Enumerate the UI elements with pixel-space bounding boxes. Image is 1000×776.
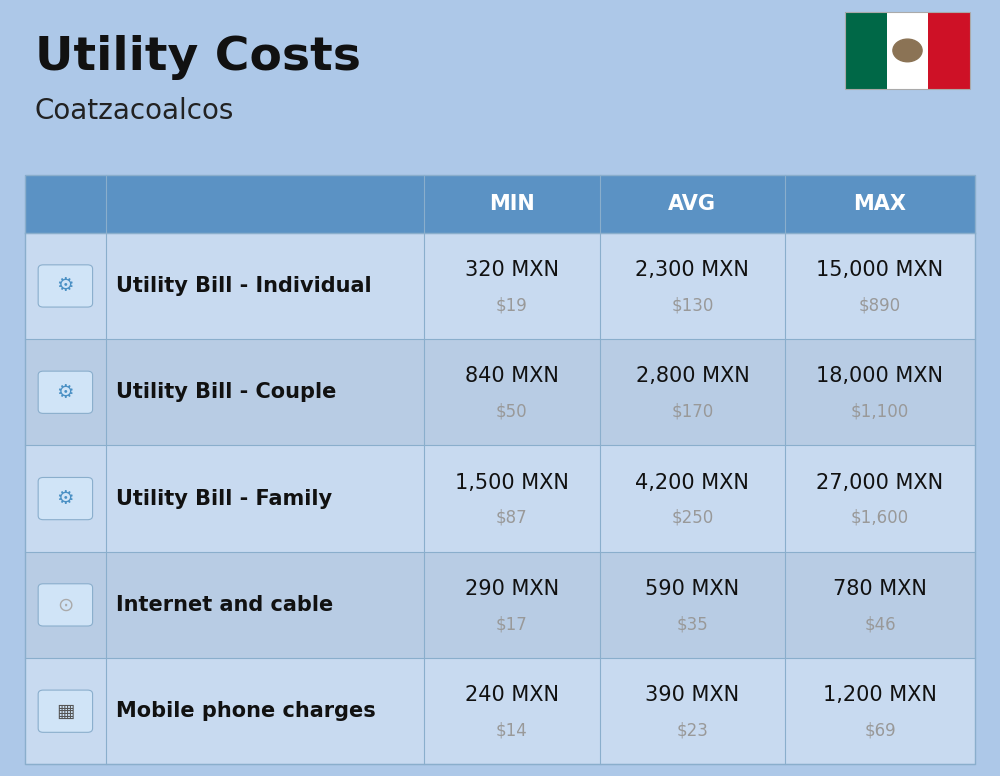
Text: 1,500 MXN: 1,500 MXN <box>455 473 569 493</box>
Bar <box>25 175 975 233</box>
Bar <box>25 658 975 764</box>
Text: $170: $170 <box>671 403 714 421</box>
Text: MAX: MAX <box>854 194 906 213</box>
FancyBboxPatch shape <box>38 584 93 626</box>
Text: 590 MXN: 590 MXN <box>645 579 739 599</box>
FancyBboxPatch shape <box>38 371 93 414</box>
Text: 18,000 MXN: 18,000 MXN <box>816 366 944 386</box>
Text: ⚙: ⚙ <box>57 383 74 402</box>
Text: Utility Bill - Individual: Utility Bill - Individual <box>116 276 371 296</box>
Circle shape <box>893 39 922 62</box>
Text: $250: $250 <box>671 509 714 527</box>
Text: ⊙: ⊙ <box>57 595 74 615</box>
Text: $14: $14 <box>496 722 528 740</box>
Text: 780 MXN: 780 MXN <box>833 579 927 599</box>
Text: $130: $130 <box>671 296 714 314</box>
Text: 2,300 MXN: 2,300 MXN <box>635 260 749 280</box>
Bar <box>928 12 970 89</box>
Text: Mobile phone charges: Mobile phone charges <box>116 702 376 721</box>
Text: 390 MXN: 390 MXN <box>645 685 739 705</box>
Text: 4,200 MXN: 4,200 MXN <box>635 473 749 493</box>
Text: ▦: ▦ <box>56 702 75 721</box>
Bar <box>845 12 970 89</box>
Text: 240 MXN: 240 MXN <box>465 685 559 705</box>
Text: $1,600: $1,600 <box>851 509 909 527</box>
Text: ⚙: ⚙ <box>57 489 74 508</box>
Text: $35: $35 <box>676 615 708 633</box>
Bar <box>25 445 975 552</box>
Text: 320 MXN: 320 MXN <box>465 260 559 280</box>
Text: 2,800 MXN: 2,800 MXN <box>636 366 749 386</box>
FancyBboxPatch shape <box>38 265 93 307</box>
Text: Utility Bill - Couple: Utility Bill - Couple <box>116 383 336 402</box>
Text: $890: $890 <box>859 296 901 314</box>
Text: Utility Costs: Utility Costs <box>35 35 361 80</box>
Text: 1,200 MXN: 1,200 MXN <box>823 685 937 705</box>
Text: 27,000 MXN: 27,000 MXN <box>816 473 944 493</box>
Text: Coatzacoalcos: Coatzacoalcos <box>35 97 234 125</box>
Text: Utility Bill - Family: Utility Bill - Family <box>116 489 332 508</box>
Text: $17: $17 <box>496 615 528 633</box>
Bar <box>25 339 975 445</box>
Text: $46: $46 <box>864 615 896 633</box>
Text: 15,000 MXN: 15,000 MXN <box>816 260 944 280</box>
Text: $23: $23 <box>676 722 708 740</box>
Bar <box>25 552 975 658</box>
FancyBboxPatch shape <box>38 690 93 733</box>
Bar <box>25 233 975 339</box>
Bar <box>887 12 928 89</box>
Text: $87: $87 <box>496 509 528 527</box>
Text: $69: $69 <box>864 722 896 740</box>
Text: 840 MXN: 840 MXN <box>465 366 559 386</box>
Bar <box>25 175 975 764</box>
Text: MIN: MIN <box>489 194 535 213</box>
Text: $19: $19 <box>496 296 528 314</box>
Text: ⚙: ⚙ <box>57 276 74 296</box>
Text: Internet and cable: Internet and cable <box>116 595 333 615</box>
Text: 290 MXN: 290 MXN <box>465 579 559 599</box>
FancyBboxPatch shape <box>38 477 93 520</box>
Text: $1,100: $1,100 <box>851 403 909 421</box>
Text: $50: $50 <box>496 403 528 421</box>
Text: AVG: AVG <box>668 194 716 213</box>
Bar <box>845 12 887 89</box>
